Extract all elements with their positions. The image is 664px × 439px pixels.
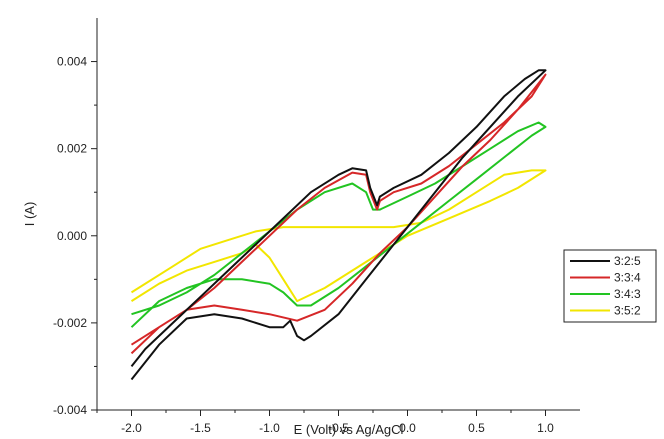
y-tick-label: 0.004	[57, 55, 87, 69]
x-tick-label: 0.0	[399, 421, 416, 435]
legend-label: 3:4:3	[614, 287, 641, 301]
series-line	[130, 69, 547, 381]
y-tick-label: -0.004	[53, 403, 87, 417]
legend-label: 3:5:2	[614, 304, 641, 318]
x-tick-label: -1.5	[190, 421, 211, 435]
series-layer	[130, 69, 547, 381]
y-axis-title: I (A)	[22, 202, 37, 227]
axes: -2.0 -1.5 -1.0 -0.5 0.0 0.5 1.0 -0.004 -0.002 0.0…	[53, 18, 580, 435]
legend-label: 3:2:5	[614, 254, 641, 268]
series-line	[130, 73, 547, 355]
legend: 3:2:5 3:3:4 3:4:3 3:5:2	[563, 249, 657, 323]
x-tick-label: -1.0	[259, 421, 280, 435]
x-tick-label: -2.0	[121, 421, 142, 435]
x-tick-label: 1.0	[537, 421, 554, 435]
y-tick-label: 0.002	[57, 142, 87, 156]
legend-label: 3:3:4	[614, 271, 641, 285]
series-line	[130, 169, 547, 303]
x-tick-label: -0.5	[328, 421, 349, 435]
x-axis-title: E (Volt) vs Ag/AgCl	[294, 422, 404, 437]
y-tick-label: 0.000	[57, 229, 87, 243]
y-tick-label: -0.002	[53, 316, 87, 330]
x-tick-label: 0.5	[468, 421, 485, 435]
